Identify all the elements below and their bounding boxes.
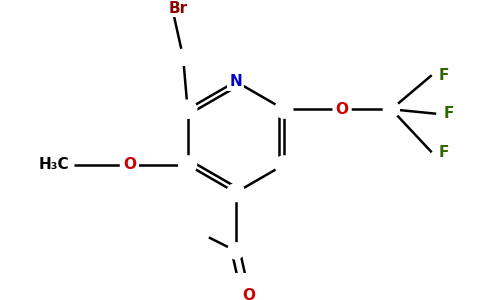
Text: O: O <box>123 157 136 172</box>
Text: H₃C: H₃C <box>39 157 69 172</box>
Circle shape <box>275 100 293 118</box>
Circle shape <box>275 156 293 174</box>
Circle shape <box>175 49 191 65</box>
Text: F: F <box>439 145 449 160</box>
Circle shape <box>179 156 197 174</box>
Circle shape <box>179 100 197 118</box>
Text: F: F <box>443 106 454 121</box>
Text: N: N <box>229 74 242 89</box>
Circle shape <box>227 184 245 202</box>
Text: O: O <box>335 102 348 117</box>
Text: Br: Br <box>169 1 188 16</box>
Circle shape <box>179 100 197 118</box>
Circle shape <box>383 101 399 117</box>
Circle shape <box>227 243 244 259</box>
Circle shape <box>121 156 138 174</box>
Text: F: F <box>439 68 449 83</box>
Text: O: O <box>242 288 256 300</box>
Circle shape <box>333 100 351 118</box>
